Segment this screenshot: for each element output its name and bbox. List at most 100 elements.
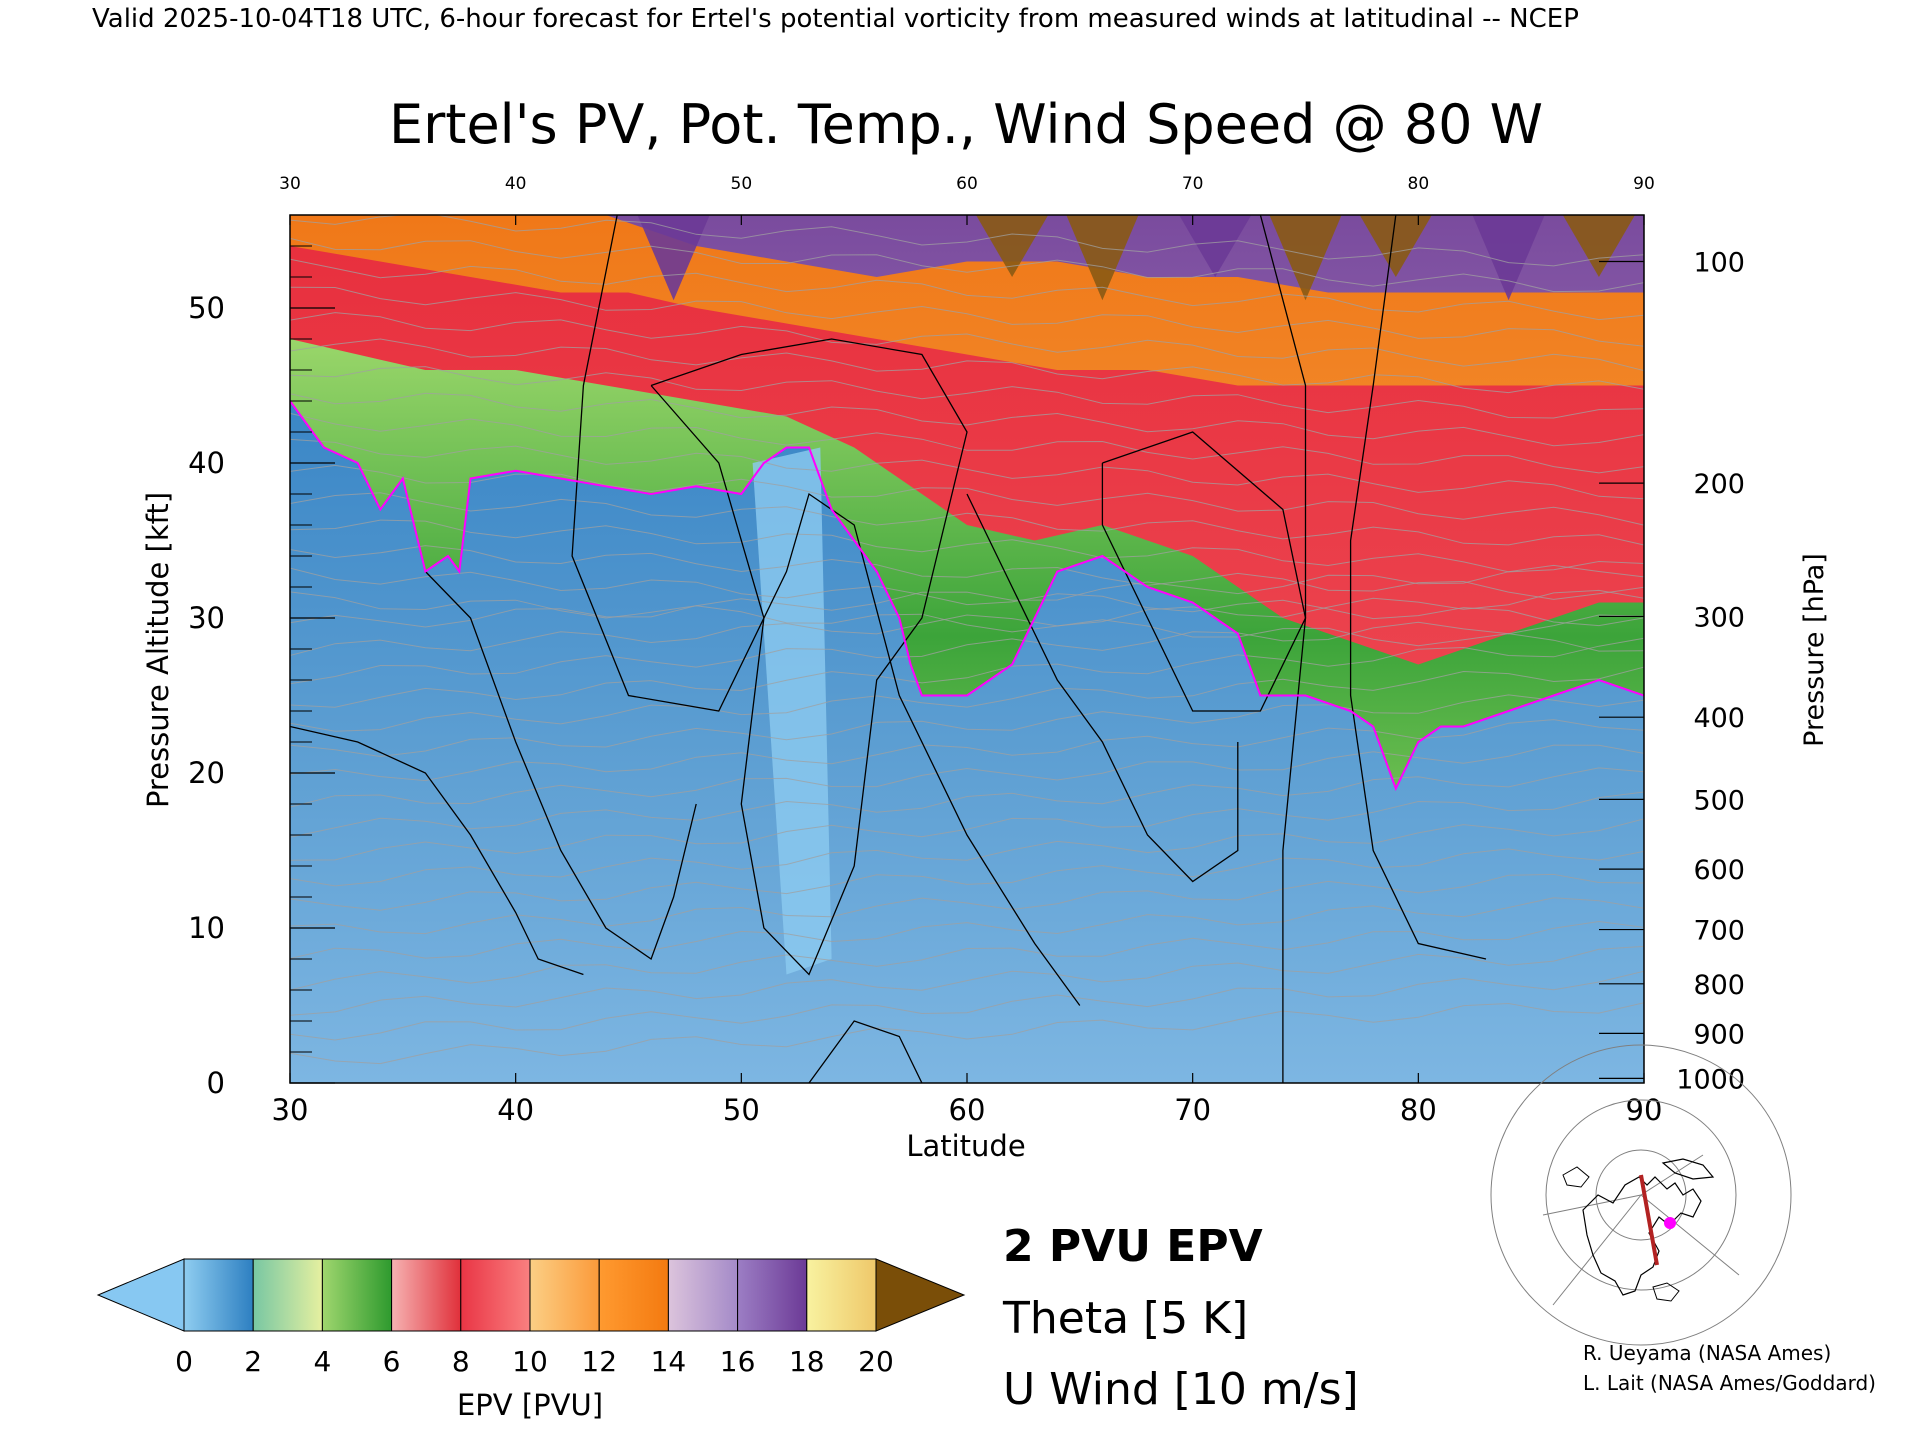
axes: 3030404050506060707080809090010203040501… xyxy=(188,174,1745,1127)
u-wind-contour xyxy=(1101,431,1307,712)
colorbar-over-arrow xyxy=(875,1258,966,1332)
chart-title: Ertel's PV, Pot. Temp., Wind Speed @ 80 … xyxy=(389,93,1543,156)
theta-contour xyxy=(290,519,1644,573)
theta-contour xyxy=(290,920,1644,991)
theta-contour xyxy=(290,412,1644,474)
x-tick-label-top: 30 xyxy=(279,174,301,194)
x-tick-label: 50 xyxy=(723,1093,760,1127)
theta-contour xyxy=(290,970,1644,1041)
colorbar-segment xyxy=(667,1258,739,1332)
y-tick-label: 20 xyxy=(188,756,225,790)
colorbar-tick-label: 6 xyxy=(383,1345,401,1378)
pv-high-tongue xyxy=(1562,215,1635,277)
pv-high-tongue xyxy=(1359,215,1432,277)
theta-contour xyxy=(290,666,1644,732)
x-tick-label: 70 xyxy=(1174,1093,1211,1127)
pv-fill-field xyxy=(290,215,1644,1083)
pv-high-tongue xyxy=(1179,215,1252,277)
map-graticule-ring xyxy=(1545,1099,1737,1291)
map-coastline xyxy=(1562,1166,1590,1188)
theta-contour xyxy=(290,545,1644,600)
map-graticule-ring xyxy=(1595,1149,1687,1241)
map-meridian xyxy=(1640,1194,1740,1276)
y-axis-label-right: Pressure [hPa] xyxy=(1799,553,1830,747)
legend-2pvu: 2 PVU EPV xyxy=(1003,1221,1263,1272)
u-wind-contour xyxy=(571,215,1081,1006)
x-tick-label-top: 70 xyxy=(1182,174,1204,194)
theta-contour xyxy=(290,564,1644,628)
colorbar-tick-label: 18 xyxy=(789,1345,825,1378)
x-tick-label: 90 xyxy=(1626,1093,1663,1127)
u-wind-contour xyxy=(966,493,1239,883)
theta-contour xyxy=(290,945,1644,1016)
u-wind-contour xyxy=(1259,215,1307,1083)
theta-contour xyxy=(290,897,1644,959)
legend-uwind: U Wind [10 m/s] xyxy=(1003,1364,1359,1415)
x-tick-label-top: 80 xyxy=(1408,174,1430,194)
tropopause-2pvu-layer xyxy=(290,400,1644,792)
colorbar-segment xyxy=(737,1258,808,1332)
theta-contour xyxy=(290,591,1644,652)
valid-time-header: Valid 2025-10-04T18 UTC, 6-hour forecast… xyxy=(92,4,1579,34)
theta-contour xyxy=(290,719,1644,782)
pressure-tick-label: 500 xyxy=(1693,785,1745,816)
credit-line: L. Lait (NASA Ames/Goddard) xyxy=(1583,1371,1876,1395)
x-tick-label-top: 90 xyxy=(1633,174,1655,194)
colorbar-tick-label: 8 xyxy=(452,1345,470,1378)
colorbar-segment xyxy=(598,1258,669,1332)
colorbar-segment xyxy=(252,1258,323,1332)
y-tick-label: 30 xyxy=(188,601,225,635)
map-graticule-ring xyxy=(1490,1044,1792,1346)
pressure-tick-label: 1000 xyxy=(1676,1064,1745,1095)
u-wind-contour xyxy=(1349,215,1487,960)
x-tick-label-top: 40 xyxy=(505,174,527,194)
credit-line: R. Ueyama (NASA Ames) xyxy=(1583,1341,1831,1365)
legend-theta: Theta [5 K] xyxy=(1002,1293,1248,1344)
theta-contour xyxy=(290,338,1644,394)
colorbar-segment xyxy=(321,1258,393,1332)
theta-contour xyxy=(290,286,1644,347)
x-tick-label: 60 xyxy=(949,1093,986,1127)
theta-contour xyxy=(290,438,1644,500)
theta-contour xyxy=(290,492,1644,546)
map-cross-section-line xyxy=(1639,1174,1659,1266)
pressure-tick-label: 700 xyxy=(1693,916,1745,947)
colorbar-segment xyxy=(806,1258,877,1332)
x-tick-label: 40 xyxy=(497,1093,534,1127)
theta-contour xyxy=(290,237,1644,293)
pressure-tick-label: 400 xyxy=(1693,703,1745,734)
x-tick-label: 80 xyxy=(1400,1093,1437,1127)
theta-contour xyxy=(290,694,1644,758)
theta-contour xyxy=(290,1002,1644,1065)
theta-contour xyxy=(290,312,1644,372)
map-meridian xyxy=(1542,1194,1642,1216)
pressure-tick-label: 300 xyxy=(1693,602,1745,633)
u-wind-contour xyxy=(424,571,697,961)
pv-high-tongue xyxy=(1066,215,1139,301)
colorbar-tick-label: 4 xyxy=(313,1345,331,1378)
pressure-tick-label: 900 xyxy=(1693,1019,1745,1050)
colorbar-tick-label: 12 xyxy=(581,1345,617,1378)
colorbar-segment xyxy=(460,1258,531,1332)
theta-contour xyxy=(290,215,1644,267)
locator-map xyxy=(1490,1044,1792,1346)
theta-contour xyxy=(290,366,1644,419)
theta-contour xyxy=(290,637,1644,708)
map-coastline xyxy=(1661,1158,1715,1180)
u-wind-contour xyxy=(808,1020,923,1083)
colorbar-tick-label: 14 xyxy=(651,1345,687,1378)
pv-high-tongue xyxy=(637,215,710,301)
theta-contour xyxy=(290,744,1644,808)
colorbar-tick-label: 16 xyxy=(720,1345,756,1378)
theta-contour xyxy=(290,818,1644,887)
y-tick-label: 50 xyxy=(188,291,225,325)
y-tick-label: 0 xyxy=(207,1066,225,1100)
theta-contour xyxy=(290,464,1644,526)
u-wind-contour xyxy=(290,725,584,976)
u-wind-contour xyxy=(650,338,968,976)
theta-contour xyxy=(290,791,1644,861)
theta-contour xyxy=(290,614,1644,685)
colorbar-tick-label: 0 xyxy=(175,1345,193,1378)
theta-contour xyxy=(290,848,1644,911)
